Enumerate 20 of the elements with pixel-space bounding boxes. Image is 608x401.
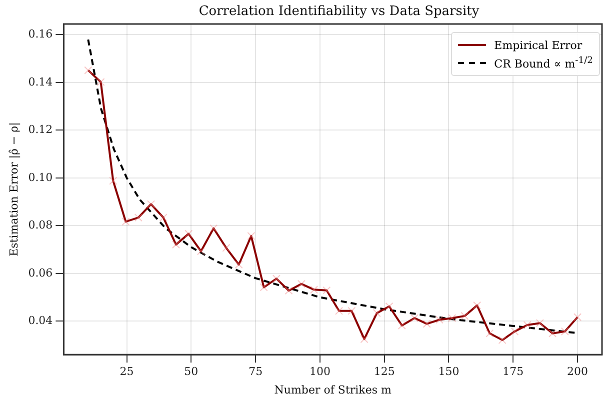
y-tick-label: 0.10 bbox=[28, 170, 53, 184]
chart-title: Correlation Identifiability vs Data Sparsity bbox=[198, 4, 480, 19]
legend-label: CR Bound ∝ m$^{-1/2}$ bbox=[494, 55, 593, 71]
x-tick-label: 200 bbox=[567, 365, 588, 378]
y-tick-label: 0.16 bbox=[28, 28, 53, 41]
y-tick-label: 0.08 bbox=[28, 218, 53, 232]
x-tick-label: 125 bbox=[374, 365, 395, 378]
x-tick-label: 175 bbox=[502, 365, 524, 378]
x-tick-label: 50 bbox=[184, 365, 198, 378]
y-tick-label: 0.06 bbox=[28, 266, 53, 280]
x-tick-label: 100 bbox=[309, 365, 330, 378]
x-tick-label: 75 bbox=[248, 365, 263, 378]
y-axis-title: Estimation Error |ρ̂ − ρ| bbox=[7, 122, 20, 256]
x-tick-label: 25 bbox=[120, 365, 134, 378]
y-tick-label: 0.14 bbox=[28, 75, 53, 88]
y-tick-label: 0.04 bbox=[28, 314, 53, 328]
x-axis-title: Number of Strikes m bbox=[274, 383, 392, 396]
x-tick-label: 150 bbox=[438, 365, 460, 378]
legend-label: Empirical Error bbox=[494, 38, 582, 52]
y-tick-label: 0.12 bbox=[28, 123, 53, 136]
